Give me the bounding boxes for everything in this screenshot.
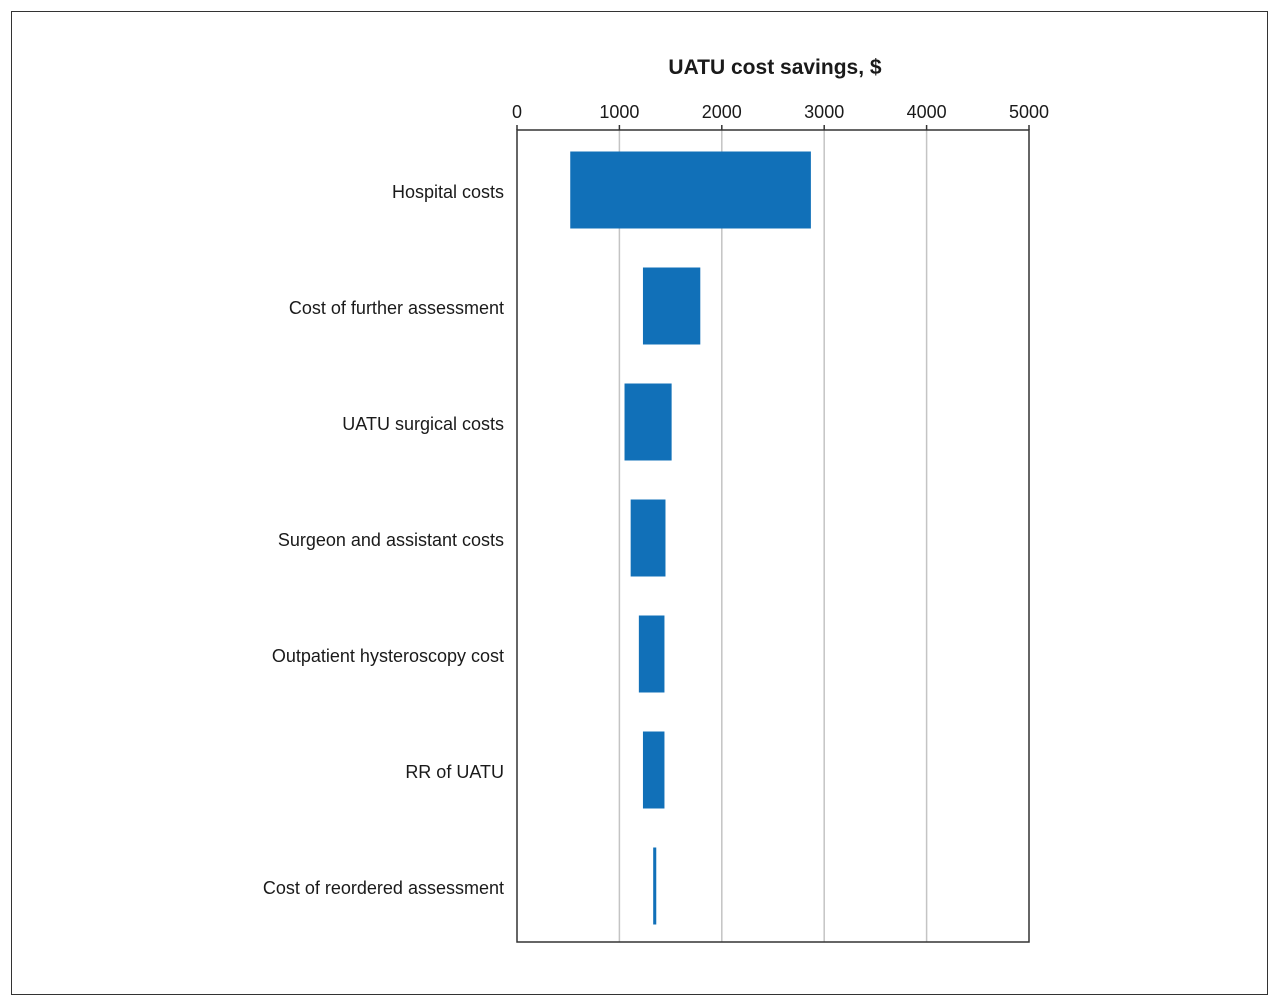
tick-label: 2000 — [702, 102, 742, 122]
bars — [570, 151, 811, 925]
category-label: Outpatient hysteroscopy cost — [272, 646, 504, 666]
category-label: Cost of reordered assessment — [263, 878, 504, 898]
category-label: Surgeon and assistant costs — [278, 530, 504, 550]
tick-label: 0 — [512, 102, 522, 122]
bar — [638, 615, 665, 693]
bar — [570, 151, 811, 229]
category-labels: Hospital costs Cost of further assessment… — [263, 182, 504, 898]
category-label: UATU surgical costs — [342, 414, 504, 434]
category-label: Cost of further assessment — [289, 298, 504, 318]
bar — [630, 499, 666, 577]
tick-label: 4000 — [907, 102, 947, 122]
bar — [642, 731, 665, 809]
category-label: Hospital costs — [392, 182, 504, 202]
chart-title: UATU cost savings, $ — [668, 56, 881, 79]
plot-area-border — [516, 129, 1030, 943]
bar — [653, 847, 657, 925]
gridlines — [618, 130, 928, 942]
category-label: RR of UATU — [405, 762, 504, 782]
x-axis-ticks: 0 1000 2000 3000 4000 5000 — [512, 102, 1049, 130]
tick-label: 1000 — [599, 102, 639, 122]
bar — [642, 267, 701, 345]
figure-frame — [11, 11, 1268, 995]
bar — [624, 383, 672, 461]
tick-label: 5000 — [1009, 102, 1049, 122]
tick-label: 3000 — [804, 102, 844, 122]
